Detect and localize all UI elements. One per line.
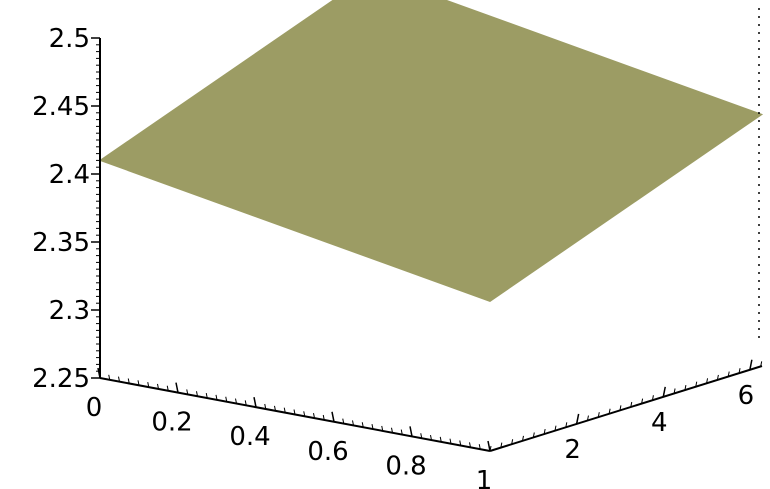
x-minor-tick xyxy=(469,442,471,448)
x-major-tick xyxy=(331,411,335,422)
y-minor-tick xyxy=(565,422,568,428)
x-tick-label: 0 xyxy=(86,393,103,423)
x-tick-label: 0.2 xyxy=(151,408,192,438)
x-minor-tick xyxy=(215,394,218,400)
y-minor-tick xyxy=(673,388,676,394)
y-tick-label: 4 xyxy=(651,408,668,438)
y-minor-tick xyxy=(608,408,611,414)
z-tick-label: 2.3 xyxy=(49,296,90,326)
y-minor-tick xyxy=(630,401,633,408)
x-major-tick xyxy=(487,440,491,452)
y-minor-tick xyxy=(489,445,492,452)
x-minor-tick xyxy=(371,424,374,430)
x-minor-tick xyxy=(264,403,267,410)
x-minor-tick xyxy=(293,409,296,415)
x-minor-tick xyxy=(147,382,150,388)
z-tick-label: 2.35 xyxy=(32,228,90,258)
x-minor-tick xyxy=(420,433,423,439)
y-minor-tick xyxy=(738,368,741,374)
x-minor-tick xyxy=(244,400,247,406)
z-tick-label: 2.25 xyxy=(32,364,90,394)
x-minor-tick xyxy=(313,413,315,419)
x-minor-tick xyxy=(196,391,198,397)
y-minor-tick xyxy=(760,361,763,367)
x-minor-tick xyxy=(166,385,169,391)
x-tick-label: 0.8 xyxy=(385,451,426,481)
y-major-tick xyxy=(662,386,666,398)
x-major-tick xyxy=(175,382,179,393)
y-minor-tick xyxy=(500,442,503,448)
x-minor-tick xyxy=(108,374,111,380)
y-minor-tick xyxy=(727,371,730,377)
x-minor-tick xyxy=(459,440,462,446)
y-axis-line xyxy=(489,365,763,452)
x-minor-tick xyxy=(186,389,189,395)
y-minor-tick xyxy=(511,439,514,445)
x-minor-tick xyxy=(322,414,325,421)
x-minor-tick xyxy=(439,436,442,442)
y-minor-tick xyxy=(597,412,600,418)
x-minor-tick xyxy=(274,405,276,411)
y-minor-tick xyxy=(586,415,589,421)
x-minor-tick xyxy=(283,407,286,413)
x-tick-label: 0.6 xyxy=(307,437,348,467)
x-minor-tick xyxy=(118,376,120,382)
y-minor-tick xyxy=(706,378,709,384)
y-minor-tick xyxy=(543,428,546,435)
x-minor-tick xyxy=(352,420,354,426)
y-minor-tick xyxy=(651,395,654,401)
y-tick-label: 6 xyxy=(738,381,755,411)
y-minor-tick xyxy=(641,398,644,404)
x-major-tick xyxy=(253,397,257,408)
x-major-tick xyxy=(409,426,413,437)
x-minor-tick xyxy=(391,427,393,433)
x-minor-tick xyxy=(303,411,306,417)
y-tick-label: 2 xyxy=(564,435,581,465)
x-minor-tick xyxy=(430,434,432,441)
y-minor-tick xyxy=(684,384,687,391)
y-minor-tick xyxy=(619,405,622,411)
x-minor-tick xyxy=(400,429,403,435)
x-minor-tick xyxy=(137,380,140,386)
axes-layer xyxy=(91,6,763,452)
z-tick-label: 2.4 xyxy=(49,160,90,190)
x-minor-tick xyxy=(205,392,208,399)
x-minor-tick xyxy=(361,422,364,428)
x-minor-tick xyxy=(157,383,159,390)
y-minor-tick xyxy=(554,425,557,431)
x-minor-tick xyxy=(449,438,452,444)
x-minor-tick xyxy=(381,425,384,432)
x-tick-label: 1 xyxy=(476,466,493,489)
x-minor-tick xyxy=(225,396,228,402)
x-minor-tick xyxy=(235,398,237,404)
x-tick-label: 0.4 xyxy=(229,422,270,452)
z-tick-label: 2.5 xyxy=(49,24,90,54)
z-tick-label: 2.45 xyxy=(32,92,90,122)
tick-labels: 2.25 2.3 2.35 2.4 2.45 2.5 0 0.2 0.4 0.6 0.8 1 2 4 6 xyxy=(32,24,754,489)
surface-layer xyxy=(98,0,764,302)
y-major-tick xyxy=(575,413,580,425)
x-minor-tick xyxy=(478,444,481,450)
y-minor-tick xyxy=(695,381,698,387)
surface-plane xyxy=(98,0,764,302)
y-minor-tick xyxy=(716,374,719,381)
y-minor-tick xyxy=(532,432,535,438)
y-major-tick xyxy=(749,359,753,370)
x-major-tick xyxy=(97,367,101,379)
x-minor-tick xyxy=(342,418,345,424)
x-minor-tick xyxy=(127,378,130,384)
y-minor-tick xyxy=(521,435,524,441)
